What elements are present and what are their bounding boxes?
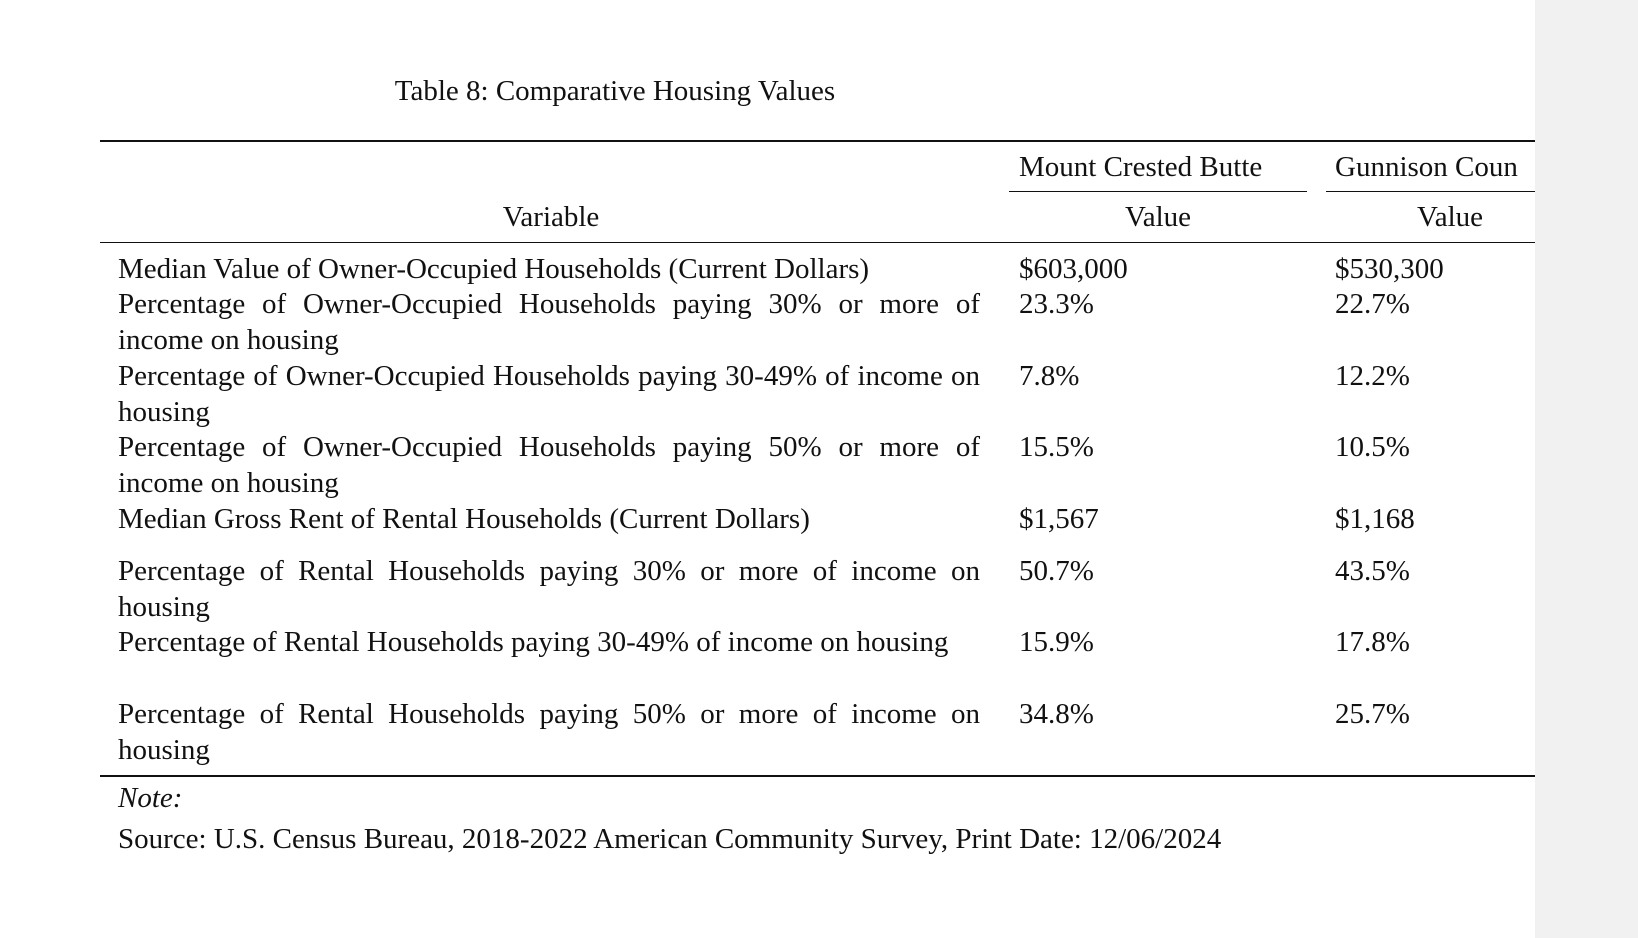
cell-value: 10.5% bbox=[1335, 431, 1410, 463]
cell-value: 7.8% bbox=[1019, 360, 1080, 392]
group-header: Gunnison Coun bbox=[1335, 151, 1518, 183]
cell-value: $603,000 bbox=[1019, 253, 1128, 285]
column-header: Variable bbox=[502, 201, 600, 233]
row-label: Percentage of Owner-Occupied Households … bbox=[118, 431, 980, 499]
cell-value: 25.7% bbox=[1335, 698, 1410, 730]
row-label: Percentage of Rental Households paying 3… bbox=[118, 626, 949, 658]
group-rule bbox=[1009, 191, 1307, 192]
cell-value: 34.8% bbox=[1019, 698, 1094, 730]
note-source: Source: U.S. Census Bureau, 2018-2022 Am… bbox=[118, 823, 1222, 855]
column-header: Value bbox=[1416, 201, 1484, 233]
cell-value: 50.7% bbox=[1019, 555, 1094, 587]
cell-value: 15.9% bbox=[1019, 626, 1094, 658]
side-panel bbox=[1535, 0, 1638, 938]
table-title: Table 8: Comparative Housing Values bbox=[394, 75, 836, 107]
group-header: Mount Crested Butte bbox=[1019, 151, 1263, 183]
cell-value: $1,168 bbox=[1335, 503, 1415, 535]
cell-value: 22.7% bbox=[1335, 288, 1410, 320]
cell-value: 15.5% bbox=[1019, 431, 1094, 463]
row-label: Percentage of Rental Households paying 3… bbox=[118, 555, 980, 623]
row-label: Percentage of Owner-Occupied Households … bbox=[118, 360, 980, 428]
column-header: Value bbox=[1124, 201, 1192, 233]
document: Table 8: Comparative Housing Values Moun… bbox=[100, 75, 1535, 855]
top-rule bbox=[100, 140, 1535, 142]
bottom-rule bbox=[100, 775, 1535, 777]
cell-value: $1,567 bbox=[1019, 503, 1099, 535]
cell-value: 17.8% bbox=[1335, 626, 1410, 658]
cell-value: $530,300 bbox=[1335, 253, 1444, 285]
cell-value: 23.3% bbox=[1019, 288, 1094, 320]
row-label: Percentage of Rental Households paying 5… bbox=[118, 698, 980, 766]
cell-value: 12.2% bbox=[1335, 360, 1410, 392]
mid-rule bbox=[100, 242, 1535, 243]
row-label: Median Value of Owner-Occupied Household… bbox=[118, 253, 870, 285]
group-rule bbox=[1326, 191, 1535, 192]
cell-value: 43.5% bbox=[1335, 555, 1410, 587]
row-label: Percentage of Owner-Occupied Households … bbox=[118, 288, 980, 356]
note-label: Note: bbox=[118, 782, 183, 814]
row-label: Median Gross Rent of Rental Households (… bbox=[118, 503, 810, 535]
